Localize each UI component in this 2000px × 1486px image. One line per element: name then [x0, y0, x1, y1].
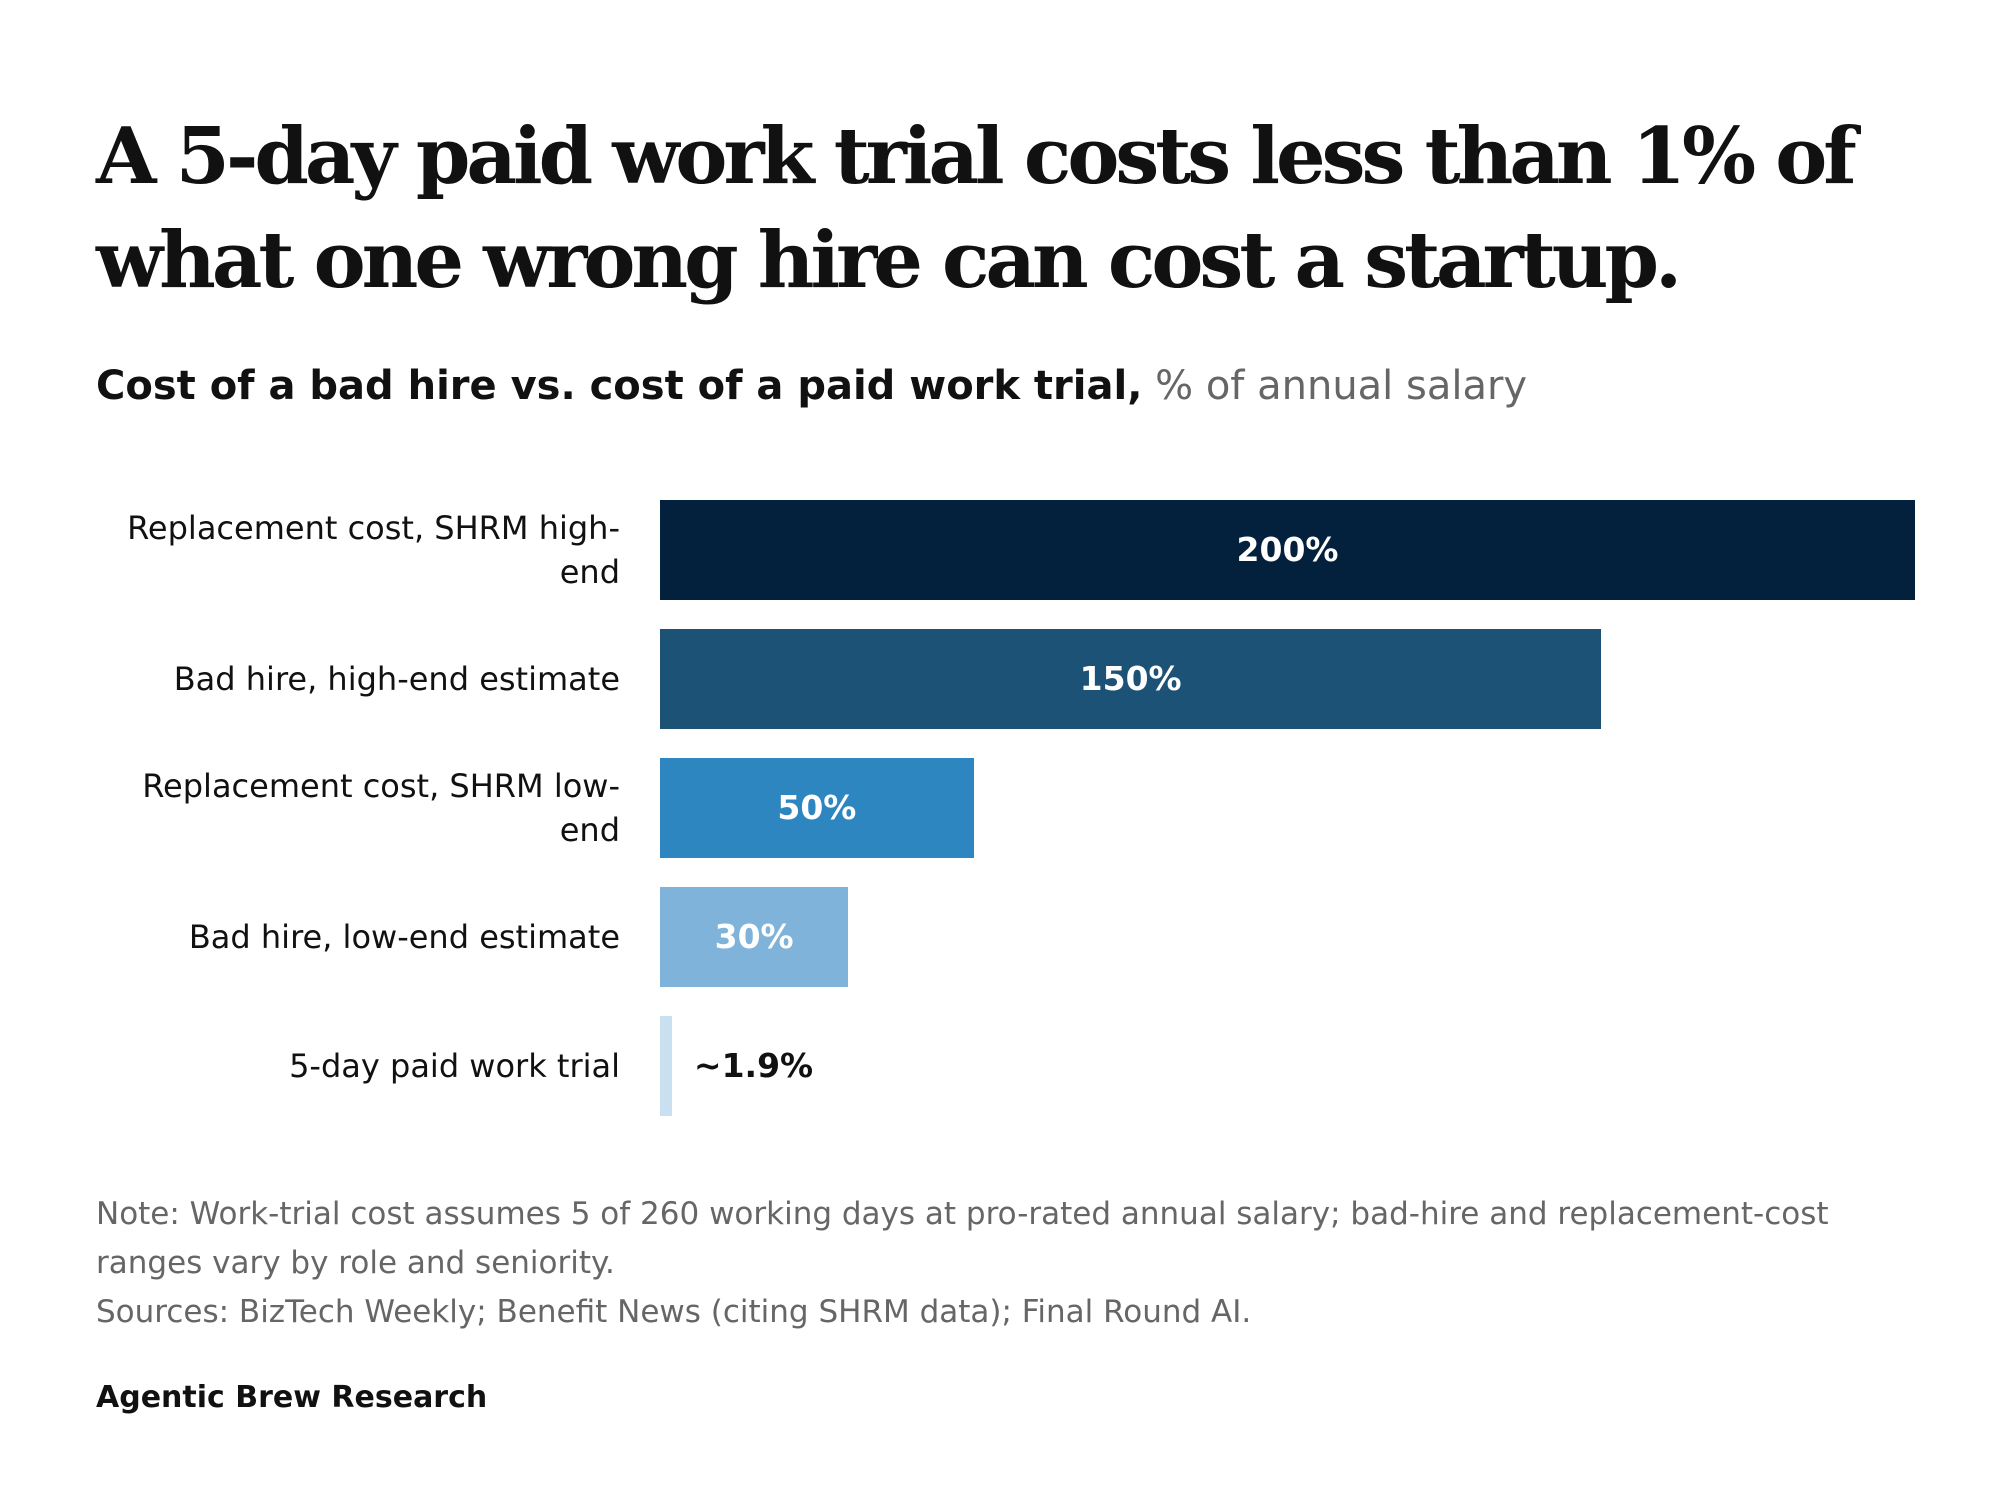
category-label: Replacement cost, SHRM low-end: [142, 767, 620, 849]
data-label: 30%: [714, 917, 794, 956]
chart-subtitle: Cost of a bad hire vs. cost of a paid wo…: [96, 358, 1527, 414]
data-label: ~1.9%: [693, 1046, 814, 1085]
bar: [660, 500, 1915, 600]
subtitle-main: Cost of a bad hire vs. cost of a paid wo…: [96, 363, 1143, 409]
data-label: 200%: [1236, 530, 1339, 569]
data-label: 50%: [777, 788, 857, 827]
category-label: Replacement cost, SHRM high-end: [127, 509, 620, 591]
category-label: Bad hire, high-end estimate: [173, 660, 620, 698]
bar: [660, 758, 974, 858]
subtitle-unit: % of annual salary: [1142, 363, 1528, 409]
category-label: Bad hire, low-end estimate: [188, 918, 620, 956]
chart-headline: A 5-day paid work trial costs less than …: [96, 111, 1857, 306]
note-text: Note: Work-trial cost assumes 5 of 260 w…: [96, 1196, 1829, 1281]
bar: [660, 629, 1602, 729]
byline: Agentic Brew Research: [96, 1380, 488, 1415]
sources-text: Sources: BizTech Weekly; Benefit News (c…: [96, 1294, 1252, 1330]
data-label: 150%: [1079, 659, 1182, 698]
bar: [660, 1016, 672, 1116]
chart-footnotes: Note: Work-trial cost assumes 5 of 260 w…: [96, 1190, 1916, 1337]
bar-chart: Replacement cost, SHRM high-end 200% Bad h…: [0, 480, 2000, 1140]
bar: [660, 887, 849, 987]
category-label: 5-day paid work trial: [289, 1047, 620, 1085]
